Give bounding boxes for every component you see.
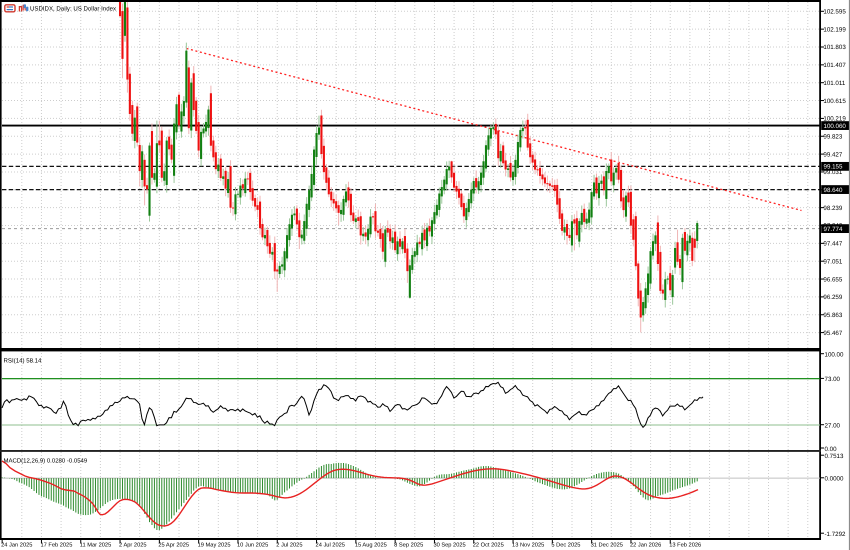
svg-text:95.467: 95.467 bbox=[823, 330, 842, 337]
svg-text:101.011: 101.011 bbox=[823, 80, 845, 87]
svg-text:100.219: 100.219 bbox=[823, 116, 846, 123]
svg-text:11 Mar 2025: 11 Mar 2025 bbox=[80, 543, 112, 549]
svg-text:22 Oct 2025: 22 Oct 2025 bbox=[473, 543, 504, 549]
svg-text:98.239: 98.239 bbox=[823, 205, 842, 212]
svg-text:24 Jan 2025: 24 Jan 2025 bbox=[1, 543, 32, 549]
svg-text:101.803: 101.803 bbox=[823, 44, 846, 51]
svg-text:MACD(12,26,9) 0.0280 -0.0549: MACD(12,26,9) 0.0280 -0.0549 bbox=[4, 457, 88, 464]
svg-text:13 Feb 2026: 13 Feb 2026 bbox=[669, 542, 701, 549]
svg-text:96.655: 96.655 bbox=[823, 276, 842, 283]
svg-text:102.595: 102.595 bbox=[823, 9, 846, 16]
svg-text:-1.7292: -1.7292 bbox=[825, 531, 847, 538]
svg-text:96.259: 96.259 bbox=[823, 294, 842, 301]
svg-text:97.447: 97.447 bbox=[823, 241, 842, 248]
svg-text:0.0000: 0.0000 bbox=[825, 476, 844, 483]
svg-text:0.7513: 0.7513 bbox=[825, 453, 844, 460]
svg-text:31 Dec 2025: 31 Dec 2025 bbox=[591, 543, 623, 549]
svg-text:19 May 2025: 19 May 2025 bbox=[198, 543, 231, 549]
svg-text:15 Aug 2025: 15 Aug 2025 bbox=[355, 543, 387, 549]
svg-text:22 Jan 2026: 22 Jan 2026 bbox=[630, 543, 661, 549]
svg-text:99.031: 99.031 bbox=[823, 169, 842, 176]
svg-text:99.155: 99.155 bbox=[824, 164, 843, 171]
svg-text:95.863: 95.863 bbox=[823, 312, 842, 319]
svg-text:98.640: 98.640 bbox=[824, 187, 843, 194]
svg-text:13 Nov 2025: 13 Nov 2025 bbox=[512, 543, 544, 549]
svg-text:30 Sep 2025: 30 Sep 2025 bbox=[433, 543, 465, 549]
svg-text:97.774: 97.774 bbox=[824, 226, 843, 233]
svg-text:24 Jul 2025: 24 Jul 2025 bbox=[316, 542, 345, 549]
svg-text:0.00: 0.00 bbox=[825, 446, 838, 453]
svg-text:2 Jul 2025: 2 Jul 2025 bbox=[276, 542, 302, 549]
svg-text:100.615: 100.615 bbox=[823, 98, 846, 105]
svg-text:25 Apr 2025: 25 Apr 2025 bbox=[158, 543, 189, 549]
svg-text:17 Feb 2025: 17 Feb 2025 bbox=[40, 542, 72, 549]
svg-text:102.199: 102.199 bbox=[823, 26, 846, 33]
svg-text:10 Jun 2025: 10 Jun 2025 bbox=[237, 543, 268, 549]
svg-text:5 Dec 2025: 5 Dec 2025 bbox=[551, 543, 580, 549]
svg-text:RSI(14) 58.14: RSI(14) 58.14 bbox=[4, 358, 43, 365]
svg-text:27.00: 27.00 bbox=[825, 423, 841, 430]
svg-text:97.051: 97.051 bbox=[823, 258, 842, 265]
svg-text:73.00: 73.00 bbox=[825, 376, 841, 383]
svg-text:8 Sep 2025: 8 Sep 2025 bbox=[394, 543, 423, 549]
svg-text:100.060: 100.060 bbox=[824, 123, 847, 130]
svg-text:101.407: 101.407 bbox=[823, 62, 846, 69]
svg-text:99.823: 99.823 bbox=[823, 133, 842, 140]
svg-text:99.427: 99.427 bbox=[823, 151, 842, 158]
svg-text:USDIDX, Daily: US Dollar Index: USDIDX, Daily: US Dollar Index bbox=[30, 6, 116, 13]
svg-text:100.00: 100.00 bbox=[825, 352, 844, 359]
svg-text:2 Apr 2025: 2 Apr 2025 bbox=[119, 543, 147, 549]
